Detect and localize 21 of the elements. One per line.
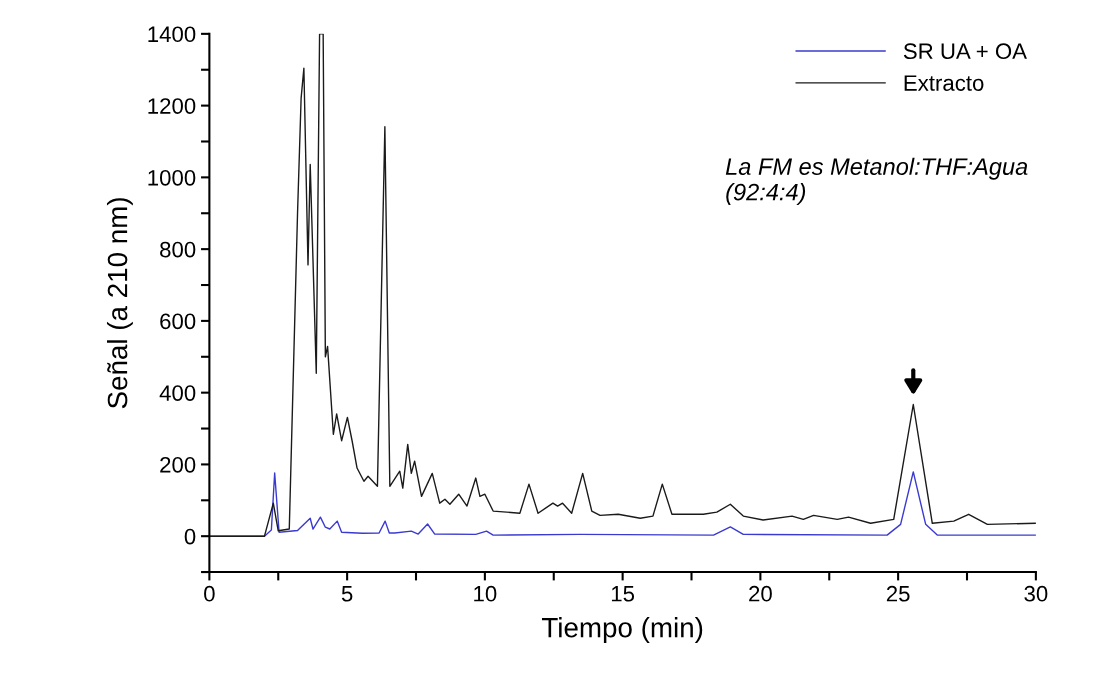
x-tick-label: 0 (204, 585, 215, 602)
y-tick-label: 1400 (148, 26, 196, 43)
annotation: La FM es Metanol:THF:Agua (92:4:4) (725, 157, 1028, 206)
x-tick-label: 30 (1024, 585, 1048, 602)
y-tick-label: 400 (159, 385, 196, 401)
x-tick-label: 15 (611, 586, 635, 602)
x-tick-label: 5 (341, 586, 353, 602)
y-tick-label: 200 (160, 456, 196, 473)
x-tick-label: 10 (474, 585, 497, 602)
legend-label: Extracto (904, 75, 984, 91)
x-tick-label: 25 (886, 585, 910, 602)
y-tick-label: 600 (160, 313, 196, 330)
y-tick-label: 1000 (148, 169, 196, 186)
x-tick-label: 20 (749, 585, 772, 602)
y-tick-label: 1200 (148, 98, 196, 114)
y-tick-label: 800 (160, 241, 196, 258)
line-series (209, 33, 1036, 537)
x-axis-title: Tiempo (min) (541, 617, 703, 643)
y-axis-title: Señal (a 210 nm) (106, 198, 133, 409)
legend-label: SR UA + OA (903, 43, 1027, 60)
y-tick-label: 0 (184, 528, 196, 545)
